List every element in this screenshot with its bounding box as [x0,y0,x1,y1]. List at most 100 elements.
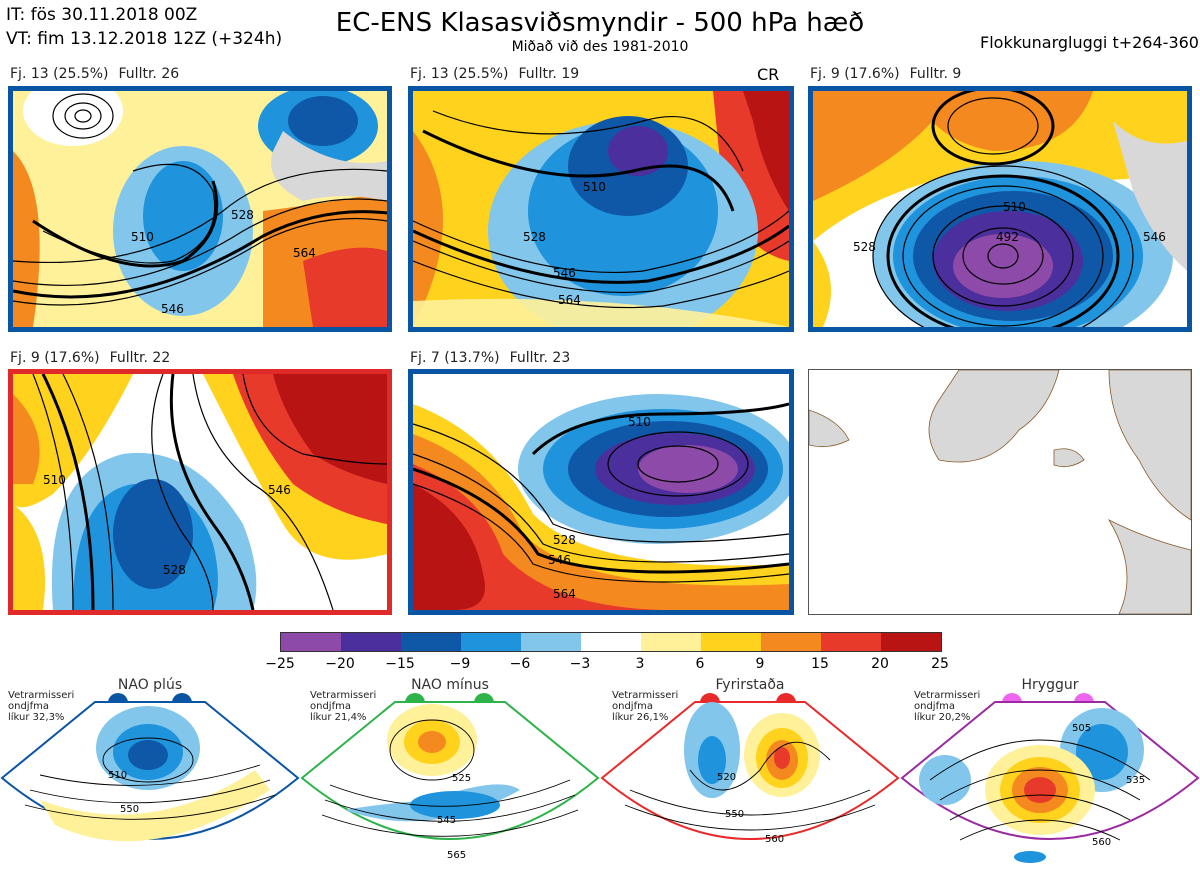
regime-1-contour-a: 510 [108,770,127,781]
colorbar-swatch [821,633,881,651]
regime-2-note: Vetrarmisseri ondjfma líkur 21,4% [310,690,376,723]
map-panel-2-graphic: 510 528 546 564 [413,91,789,327]
map-panel-2-contour-d: 564 [558,293,581,307]
colorbar-tick-label: −20 [325,656,355,672]
colorbar-swatch [341,633,401,651]
regime-4-note-line-3: líkur 20,2% [914,712,971,723]
regime-1-marker-right [172,693,192,713]
colorbar-swatch [581,633,641,651]
regime-4-note: Vetrarmisseri ondjfma líkur 20,2% [914,690,980,723]
map-panel-3-graphic: 492 510 528 546 [813,91,1187,327]
colorbar-swatch [461,633,521,651]
colorbar-tick-label: −25 [265,656,295,672]
colorbar-swatch [701,633,761,651]
colorbar-swatch [881,633,941,651]
page-title: EC-ENS Klasasviðsmyndir - 500 hPa hæð [335,8,865,38]
map-panel-5-contour-d: 564 [553,587,576,601]
regime-2-contour-b: 545 [437,815,456,826]
regime-3-marker-left [700,693,720,713]
colorbar-swatch [761,633,821,651]
regime-1-note-line-1: Vetrarmisseri [8,690,75,701]
regime-1-marker-left [108,693,128,713]
map-panel-2-contour-b: 528 [523,230,546,244]
panel-5-count: Fj. 7 (13.7%) [410,350,500,366]
regime-2-contour-c: 565 [447,850,466,861]
panel-4-count: Fj. 9 (17.6%) [10,350,100,366]
panel-5-rep: Fulltr. 23 [509,350,571,366]
map-panel-1: 510 528 546 564 [8,86,392,332]
regime-1-note-line-2: ondjfma [8,701,49,712]
map-panel-1-graphic: 510 528 546 564 [13,91,387,327]
colorbar-swatch [641,633,701,651]
map-panel-4-contour-b: 528 [163,563,186,577]
regime-4-contour-b: 535 [1126,775,1145,786]
regime-2-contour-a: 525 [452,773,471,784]
map-panel-5-contour-b: 528 [553,533,576,547]
valid-time: VT: fim 13.12.2018 12Z (+324h) [6,29,283,49]
panel-4-label: Fj. 9 (17.6%) Fulltr. 22 [10,350,180,366]
regime-2-marker-right [474,693,494,713]
colorbar-tick-label: 15 [811,656,829,672]
map-panel-1-contour-c: 546 [161,302,184,316]
panel-3-count: Fj. 9 (17.6%) [810,66,900,82]
map-panel-3-contour-c: 528 [853,240,876,254]
colorbar-swatch [281,633,341,651]
map-panel-5: 510 528 546 564 [408,369,794,615]
regime-4-contour-c: 560 [1092,837,1111,848]
page-subtitle: Miðað við des 1981-2010 [511,39,689,55]
map-panel-4-contour-a: 510 [43,473,66,487]
regime-3-note-line-1: Vetrarmisseri [612,690,679,701]
map-panel-3-contour-b: 510 [1003,200,1026,214]
map-panel-1-contour-b: 528 [231,208,254,222]
panel-2-label: Fj. 13 (25.5%) Fulltr. 19 [410,66,589,82]
regime-3-title: Fyrirstaða [715,677,785,693]
map-panel-4-contour-c: 546 [268,483,291,497]
regime-2-title: NAO mínus [411,677,489,693]
regime-4-marker-left [1002,693,1022,713]
colorbar-tick-label: 25 [931,656,949,672]
colorbar [280,632,942,652]
regime-2-note-line-1: Vetrarmisseri [310,690,377,701]
panel-4-rep: Fulltr. 22 [109,350,171,366]
regime-2-note-line-2: ondjfma [310,701,351,712]
map-panel-2-contour-a: 510 [583,180,606,194]
colorbar-tick-label: −6 [509,656,531,672]
panel-3-label: Fj. 9 (17.6%) Fulltr. 9 [810,66,971,82]
regime-1-contour-b: 550 [120,804,139,815]
panel-2-rep: Fulltr. 19 [518,66,580,82]
regime-3-contour-a: 520 [717,772,736,783]
regime-3-note-line-2: ondjfma [612,701,653,712]
regime-3-contour-c: 560 [765,834,784,845]
panel-2-cr-tag: CR [757,65,780,84]
map-panel-3-contour-d: 546 [1143,230,1166,244]
panel-1-rep: Fulltr. 26 [118,66,180,82]
map-panel-1-contour-a: 510 [131,230,154,244]
panel-5-label: Fj. 7 (13.7%) Fulltr. 23 [410,350,580,366]
regime-2-marker-left [405,693,425,713]
map-panel-1-contour-d: 564 [293,246,316,260]
map-panel-3: 492 510 528 546 [808,86,1192,332]
panel-2-count: Fj. 13 (25.5%) [410,66,509,82]
window-label: Flokkunargluggi t+264-360 [980,33,1199,52]
panel-1-count: Fj. 13 (25.5%) [10,66,109,82]
regime-3-note: Vetrarmisseri ondjfma líkur 26,1% [612,690,678,723]
regime-3-contour-b: 550 [725,809,744,820]
regime-1-title: NAO plús [117,677,183,693]
regime-4-note-line-1: Vetrarmisseri [914,690,981,701]
regime-3-map: 520 550 560 [600,701,900,845]
regime-2-note-line-3: líkur 21,4% [310,712,367,723]
colorbar-swatch [521,633,581,651]
colorbar-tick-label: −15 [385,656,415,672]
panel-3-rep: Fulltr. 9 [909,66,962,82]
colorbar-tick-label: −3 [569,656,591,672]
colorbar-tick-label: 6 [695,656,705,672]
init-time: IT: fös 30.11.2018 00Z [6,5,198,25]
colorbar-swatch [401,633,461,651]
regime-1-note-line-3: líkur 32,3% [8,712,65,723]
panel-1-label: Fj. 13 (25.5%) Fulltr. 26 [10,66,189,82]
colorbar-tick-label: −9 [449,656,471,672]
map-panel-3-contour-a: 492 [996,230,1019,244]
regime-1-note: Vetrarmisseri ondjfma líkur 32,3% [8,690,74,723]
colorbar-tick-label: 3 [635,656,645,672]
regime-3-note-line-3: líkur 26,1% [612,712,669,723]
